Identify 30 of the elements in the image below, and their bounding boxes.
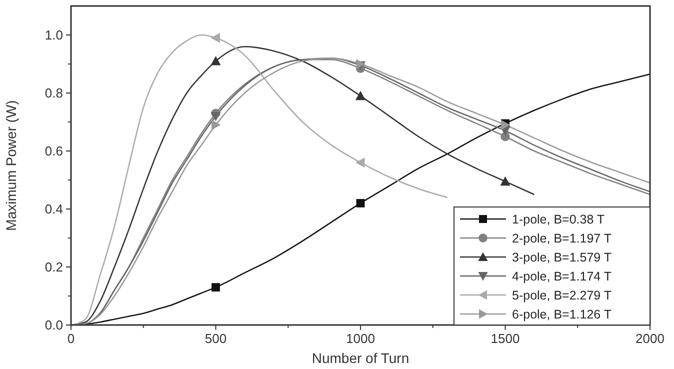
legend-label: 2-pole, B=1.197 T — [512, 231, 612, 246]
y-tick-label: 0.4 — [44, 202, 63, 217]
x-tick-label: 0 — [67, 331, 75, 346]
legend-label: 4-pole, B=1.174 T — [512, 269, 612, 284]
point — [356, 58, 366, 70]
y-tick-label: 0.0 — [44, 318, 63, 333]
point — [210, 112, 221, 122]
point — [210, 56, 221, 66]
x-axis-title: Number of Turn — [312, 350, 410, 366]
y-tick-label: 0.8 — [44, 86, 63, 101]
point — [355, 158, 365, 168]
y-tick-label: 0.6 — [44, 144, 63, 159]
x-tick-label: 2000 — [636, 331, 664, 346]
point — [212, 120, 221, 130]
legend-label: 5-pole, B=2.279 T — [512, 288, 612, 302]
legend-label: 1-pole, B=0.38 T — [512, 212, 605, 226]
line-series — [70, 34, 448, 326]
legend-label: 3-pole, B=1.579 T — [512, 250, 612, 264]
x-tick-label: 500 — [204, 331, 227, 346]
point — [210, 32, 220, 43]
x-tick-label: 1500 — [490, 331, 520, 346]
point — [355, 90, 366, 100]
point — [500, 176, 510, 186]
x-tick-label: 1000 — [346, 331, 375, 346]
y-axis-title: Maximum Power (W) — [3, 100, 19, 231]
y-tick-label: 1.0 — [44, 28, 63, 43]
point — [212, 283, 220, 292]
point — [356, 199, 365, 208]
legend-label: 6-pole, B=1.126 T — [512, 307, 612, 322]
y-tick-label: 0.2 — [44, 260, 63, 275]
